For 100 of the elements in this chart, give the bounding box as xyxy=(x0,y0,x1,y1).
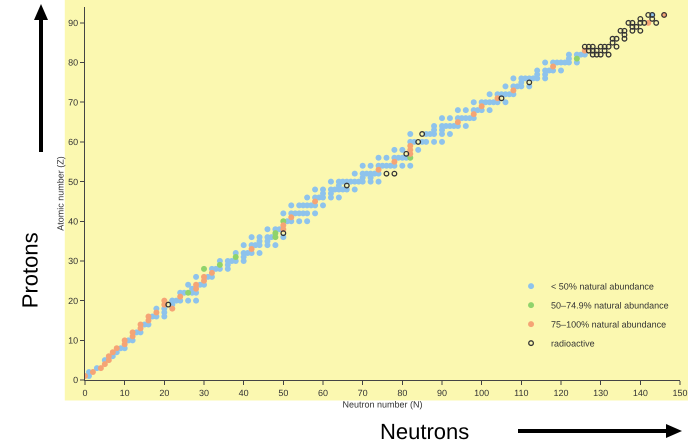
y-tick-label: 90 xyxy=(68,18,78,28)
y-tick-label: 20 xyxy=(68,296,78,306)
y-tick-label: 80 xyxy=(68,58,78,68)
point xyxy=(645,12,652,18)
point xyxy=(208,270,215,276)
x-tick-label: 10 xyxy=(120,388,130,398)
point xyxy=(614,44,620,50)
point xyxy=(586,44,592,50)
point xyxy=(201,266,207,272)
point xyxy=(470,111,477,118)
x-tick-label: 140 xyxy=(632,388,648,398)
point xyxy=(633,24,640,30)
point xyxy=(594,48,600,54)
point xyxy=(102,361,108,368)
text: Protons xyxy=(17,232,42,308)
point xyxy=(280,230,286,236)
point xyxy=(637,16,644,22)
text: Neutrons xyxy=(380,419,470,444)
x-tick-label: 0 xyxy=(82,388,88,398)
point xyxy=(169,306,176,312)
legend-label: < 50% natural abundance xyxy=(551,282,654,292)
x-tick-label: 50 xyxy=(278,388,288,398)
legend-label: 50–74.9% natural abundance xyxy=(551,300,669,311)
point xyxy=(90,369,96,376)
x-tick-label: 110 xyxy=(514,388,529,398)
point xyxy=(114,345,120,352)
x-tick-label: 90 xyxy=(436,388,448,398)
point xyxy=(98,365,104,372)
point xyxy=(526,79,532,86)
point xyxy=(582,44,588,50)
x-tick-label: 80 xyxy=(397,388,408,398)
point xyxy=(610,36,616,42)
point xyxy=(594,52,600,58)
point xyxy=(384,170,390,177)
point xyxy=(153,310,160,316)
y-tick-label: 50 xyxy=(68,176,78,187)
point xyxy=(391,170,398,177)
point xyxy=(248,246,255,252)
y-tick-label: 30 xyxy=(68,256,78,266)
point xyxy=(622,32,628,38)
x-tick-label: 150 xyxy=(672,388,688,398)
point xyxy=(216,262,223,268)
point xyxy=(618,28,624,34)
point xyxy=(610,40,616,46)
point xyxy=(454,119,461,126)
point xyxy=(419,131,426,137)
point xyxy=(598,44,604,50)
point xyxy=(510,87,516,94)
point xyxy=(478,103,485,110)
point xyxy=(622,36,628,42)
legend-label: radioactive xyxy=(551,338,595,349)
point xyxy=(602,48,608,54)
point xyxy=(590,52,596,58)
x-tick-label: 60 xyxy=(318,388,328,398)
x-tick-label: 40 xyxy=(238,388,249,398)
point xyxy=(629,28,636,34)
point xyxy=(391,158,398,165)
point xyxy=(641,20,648,26)
point xyxy=(110,349,116,356)
x-tick-label: 130 xyxy=(593,388,608,398)
x-axis-title: Neutron number (N) xyxy=(342,400,423,410)
point xyxy=(574,56,580,62)
y-tick-label: 40 xyxy=(68,216,78,226)
point xyxy=(602,44,608,50)
point xyxy=(415,138,422,145)
point xyxy=(232,254,239,260)
point xyxy=(649,16,656,22)
point xyxy=(622,28,628,34)
y-tick-label: 70 xyxy=(68,97,78,108)
x-tick-label: 20 xyxy=(159,388,170,398)
point xyxy=(586,48,592,54)
point xyxy=(606,52,612,58)
point xyxy=(288,214,294,220)
point xyxy=(598,52,604,58)
y-tick-label: 60 xyxy=(68,137,78,148)
point xyxy=(606,44,612,50)
point xyxy=(550,64,556,70)
y-tick-label: 0 xyxy=(73,375,78,386)
point xyxy=(498,95,504,102)
x-tick-label: 100 xyxy=(474,388,490,398)
point xyxy=(629,20,636,26)
point xyxy=(637,28,644,34)
x-tick-label: 120 xyxy=(553,388,569,398)
point xyxy=(165,302,172,308)
point xyxy=(614,36,620,42)
point xyxy=(590,44,596,50)
point xyxy=(177,294,184,300)
point xyxy=(376,166,382,173)
x-tick-label: 70 xyxy=(358,388,368,398)
point xyxy=(344,182,350,189)
point xyxy=(185,290,192,296)
x-tick-label: 30 xyxy=(198,388,210,398)
legend-label: 75–100% natural abundance xyxy=(551,320,666,330)
point xyxy=(312,198,318,204)
y-tick-label: 10 xyxy=(68,335,78,346)
point xyxy=(653,20,660,26)
point xyxy=(625,20,632,26)
point xyxy=(403,150,410,157)
point xyxy=(637,20,644,26)
y-axis-title: Atomic number (Z) xyxy=(56,156,66,231)
